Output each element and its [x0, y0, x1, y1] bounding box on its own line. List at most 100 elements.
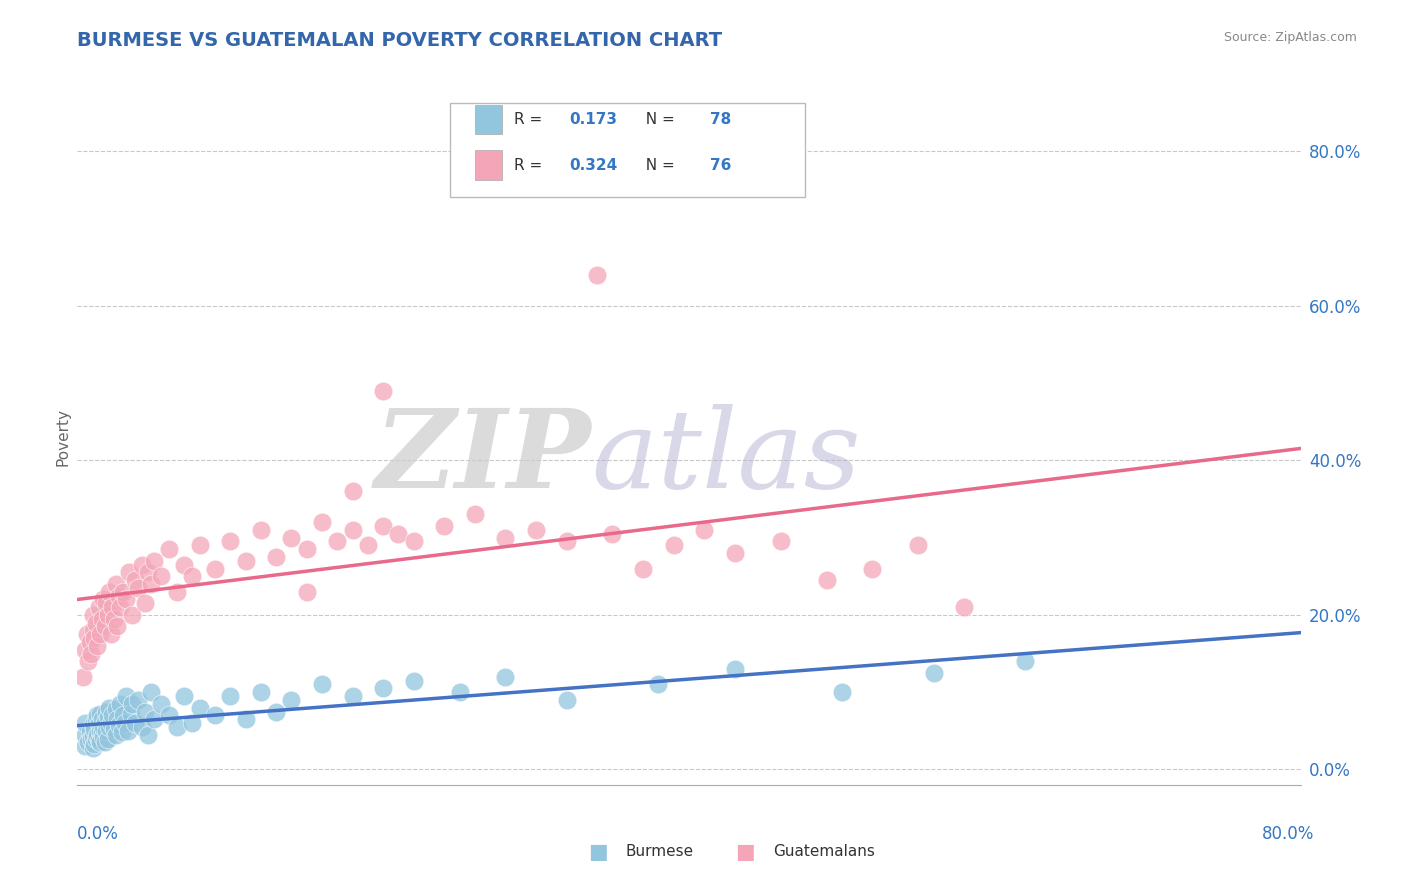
- Text: 76: 76: [710, 158, 731, 172]
- Point: [96, 723, 118, 738]
- Point: [112, 708, 135, 723]
- Point: [82, 607, 104, 622]
- Point: [150, 697, 173, 711]
- Point: [326, 534, 349, 549]
- Point: [83, 723, 105, 737]
- Text: 78: 78: [710, 112, 731, 128]
- Point: [124, 716, 146, 731]
- Point: [96, 596, 118, 610]
- Point: [104, 728, 127, 742]
- Point: [295, 542, 318, 557]
- Point: [84, 712, 107, 726]
- Point: [387, 526, 409, 541]
- Point: [1014, 654, 1036, 668]
- Point: [586, 268, 609, 282]
- Point: [134, 705, 156, 719]
- Point: [121, 607, 143, 622]
- Point: [90, 712, 112, 726]
- Point: [91, 592, 114, 607]
- Point: [166, 584, 188, 599]
- Point: [77, 735, 100, 749]
- Point: [94, 735, 117, 749]
- Point: [342, 484, 364, 499]
- Text: atlas: atlas: [591, 404, 860, 512]
- Point: [250, 685, 273, 699]
- Bar: [475, 105, 502, 135]
- Point: [120, 706, 142, 721]
- Point: [105, 619, 128, 633]
- Point: [815, 573, 838, 587]
- Point: [264, 705, 287, 719]
- Point: [72, 670, 94, 684]
- Point: [90, 725, 112, 739]
- Point: [495, 670, 517, 684]
- Point: [433, 519, 456, 533]
- Point: [98, 700, 121, 714]
- Text: ■: ■: [735, 842, 755, 862]
- Point: [118, 566, 141, 580]
- Text: N =: N =: [637, 112, 681, 128]
- Point: [117, 723, 139, 738]
- Point: [108, 697, 131, 711]
- Point: [80, 731, 103, 746]
- Point: [77, 654, 100, 668]
- Point: [181, 569, 204, 583]
- Text: R =: R =: [515, 158, 547, 172]
- Text: 80.0%: 80.0%: [1263, 825, 1315, 843]
- Point: [204, 708, 226, 723]
- Point: [115, 592, 138, 607]
- Point: [73, 642, 96, 657]
- Point: [83, 631, 105, 645]
- Point: [73, 728, 96, 742]
- Point: [86, 639, 108, 653]
- Point: [724, 546, 747, 560]
- Point: [111, 725, 134, 739]
- Point: [82, 717, 104, 731]
- Point: [73, 739, 96, 754]
- Text: 0.173: 0.173: [569, 112, 617, 128]
- Point: [402, 534, 425, 549]
- Point: [79, 635, 101, 649]
- Point: [524, 523, 547, 537]
- Point: [127, 693, 149, 707]
- Point: [371, 384, 394, 398]
- Point: [112, 584, 135, 599]
- Point: [662, 538, 685, 552]
- Point: [97, 607, 120, 622]
- Point: [922, 665, 945, 680]
- Point: [127, 581, 149, 595]
- Point: [84, 731, 107, 746]
- Y-axis label: Poverty: Poverty: [55, 408, 70, 467]
- Point: [98, 584, 121, 599]
- Point: [139, 577, 162, 591]
- Point: [121, 697, 143, 711]
- Point: [495, 531, 517, 545]
- Point: [89, 627, 111, 641]
- Point: [103, 723, 125, 737]
- Point: [831, 685, 853, 699]
- Point: [83, 737, 105, 751]
- Point: [371, 681, 394, 696]
- Point: [555, 693, 578, 707]
- Point: [555, 534, 578, 549]
- Bar: [475, 151, 502, 179]
- Point: [80, 647, 103, 661]
- Point: [173, 558, 195, 572]
- Point: [87, 600, 110, 615]
- FancyBboxPatch shape: [450, 103, 806, 197]
- Point: [219, 534, 242, 549]
- Point: [103, 612, 125, 626]
- Point: [173, 689, 195, 703]
- Point: [188, 700, 211, 714]
- Point: [181, 716, 204, 731]
- Point: [94, 714, 117, 729]
- Point: [82, 730, 104, 744]
- Point: [342, 523, 364, 537]
- Point: [87, 716, 110, 731]
- Point: [89, 723, 111, 738]
- Point: [108, 600, 131, 615]
- Point: [311, 515, 333, 529]
- Point: [150, 569, 173, 583]
- Text: 0.0%: 0.0%: [77, 825, 120, 843]
- Point: [79, 723, 101, 738]
